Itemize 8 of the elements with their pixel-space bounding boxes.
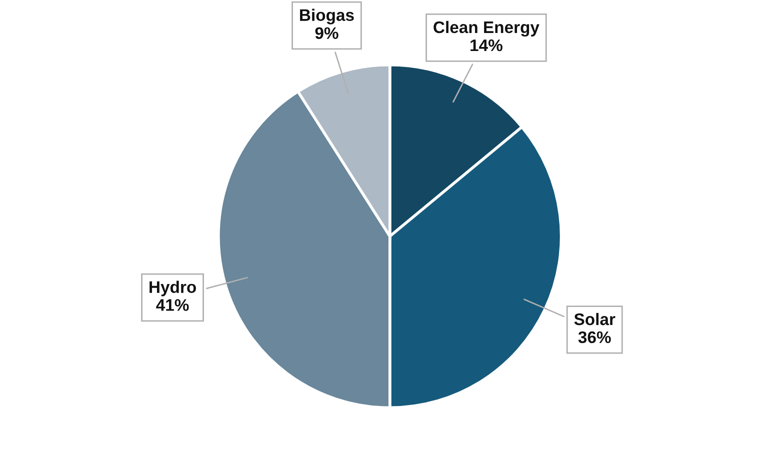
slice-label: Solar [574,312,616,326]
slice-label: Clean Energy [434,20,540,37]
data-label: 9% [315,27,338,40]
data-label: 41% [156,299,189,311]
data-label: 36% [578,331,611,344]
slice-label: Hydro [150,280,196,296]
slice-label: Biogas [300,8,354,24]
data-label: 14% [470,39,502,52]
